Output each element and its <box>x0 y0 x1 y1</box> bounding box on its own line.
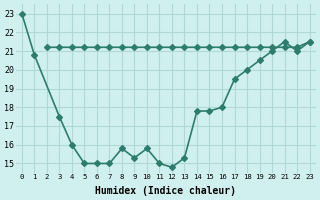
X-axis label: Humidex (Indice chaleur): Humidex (Indice chaleur) <box>95 186 236 196</box>
